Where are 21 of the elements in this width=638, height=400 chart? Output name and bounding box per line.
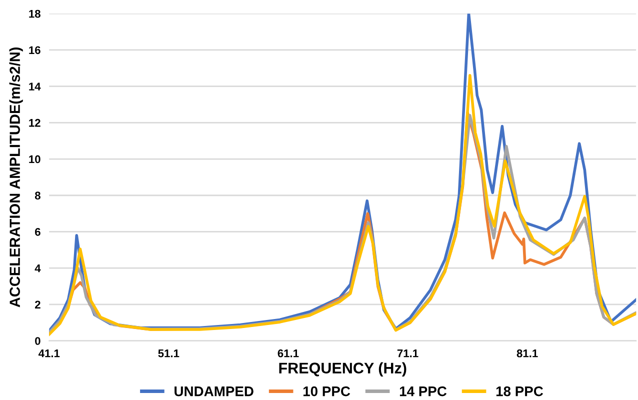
x-tick-label: 41.1 — [38, 350, 60, 358]
y-tick-label: 4 — [34, 264, 41, 272]
x-tick-label: 61.1 — [278, 349, 299, 358]
x-tick-label: 51.1 — [158, 350, 180, 358]
y-tick-label: 0 — [35, 337, 40, 345]
x-axis-title: FREQUENCY (Hz) — [279, 362, 406, 377]
legend-label: UNDAMPED — [174, 386, 254, 396]
y-tick-label: 6 — [35, 228, 40, 236]
y-axis-title: ACCELERATION AMPLITUDE(m/s2/N) — [9, 47, 23, 308]
y-tick-label: 10 — [29, 155, 40, 164]
x-tick-label: 81.1 — [516, 349, 538, 358]
y-tick-label: 14 — [29, 82, 41, 90]
x-tick-label: 71.1 — [397, 350, 418, 358]
y-tick-label: 2 — [35, 300, 40, 308]
legend-label: 14 PPC — [400, 386, 447, 396]
legend-label: 10 PPC — [303, 386, 350, 396]
y-tick-label: 8 — [34, 192, 40, 200]
y-tick-label: 16 — [29, 46, 40, 54]
y-tick-label: 18 — [29, 10, 40, 18]
y-tick-label: 12 — [29, 118, 40, 127]
legend-label: 18 PPC — [496, 386, 544, 396]
